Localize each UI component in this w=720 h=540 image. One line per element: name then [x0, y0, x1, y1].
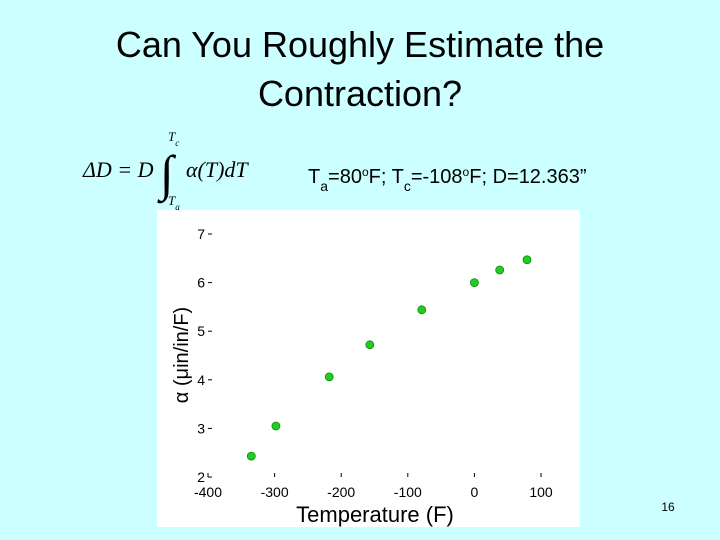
y-tick-label: 4 — [197, 372, 205, 388]
point — [365, 340, 375, 350]
text-part: T — [308, 166, 320, 188]
y-axis-label: α (μin/in/F) — [171, 307, 193, 403]
chart: -400 -300 -200 -100 0 100 2 3 4 5 6 7 Temperature (F… — [171, 226, 553, 527]
text-part: a — [175, 202, 180, 212]
x-axis-label: Temperature (F) — [296, 502, 454, 527]
point — [271, 421, 281, 431]
y-tick-label: 5 — [197, 323, 205, 339]
text-part: =80 — [328, 166, 362, 188]
y-tick-label: 7 — [197, 226, 205, 242]
x-tick-label: 100 — [529, 484, 553, 500]
x-tick-label: 0 — [471, 484, 479, 500]
y-tick-label: 2 — [197, 469, 205, 485]
chart-panel — [157, 210, 580, 527]
x-tick-label: -300 — [261, 484, 289, 500]
point — [495, 265, 505, 275]
slide-title: Can You Roughly Estimate the — [116, 24, 604, 65]
formula-lhs: ΔD = D — [82, 157, 154, 182]
formula-upper-limit: Tc — [168, 129, 179, 148]
text-part: T — [168, 129, 176, 144]
point — [522, 255, 532, 265]
slide-title: Contraction? — [258, 73, 462, 114]
annotation: Ta=80oF; Tc=-108oF; D=12.363” — [308, 165, 587, 194]
x-tick-label: -100 — [394, 484, 422, 500]
y-tick-label: 3 — [197, 420, 205, 436]
point — [469, 278, 479, 288]
text-part: F; T — [369, 166, 404, 188]
y-tick-label: 6 — [197, 275, 205, 291]
text-part: c — [175, 138, 179, 148]
point — [324, 372, 334, 382]
text-part: F; D=12.363” — [469, 166, 586, 188]
formula-integrand: α(T)dT — [186, 157, 249, 182]
text-part: o — [362, 165, 369, 179]
text-part: T — [168, 193, 176, 208]
page-number: 16 — [661, 500, 675, 514]
text-part: =-108 — [411, 166, 463, 188]
x-tick-label: -200 — [327, 484, 355, 500]
text-part: o — [463, 165, 470, 179]
x-tick-label: -400 — [194, 484, 222, 500]
point — [417, 305, 427, 315]
formula-integral: ∫ — [157, 145, 177, 204]
text-part: c — [404, 178, 411, 194]
formula-lower-limit: Ta — [168, 193, 180, 212]
point — [246, 451, 256, 461]
text-part: a — [320, 178, 328, 194]
